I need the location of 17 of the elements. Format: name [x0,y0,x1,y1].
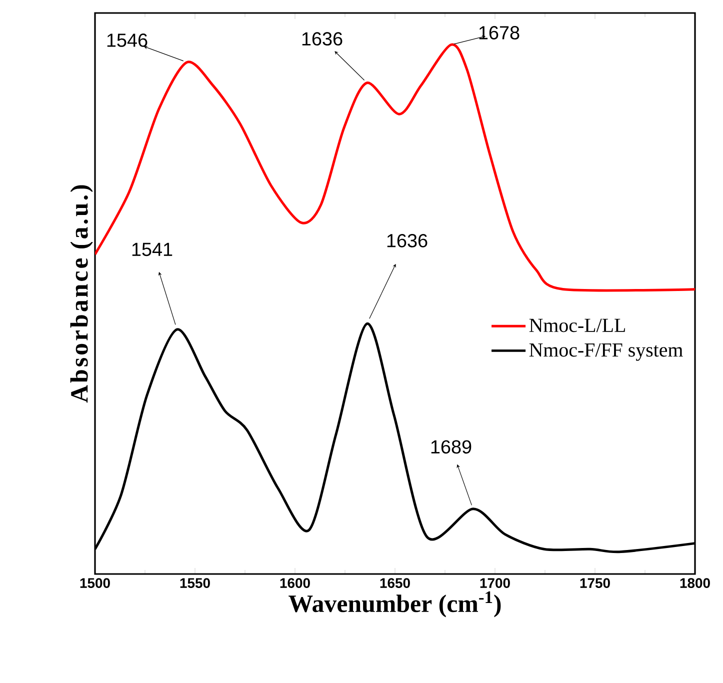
x-tick-label: 1800 [680,578,710,588]
x-tick-label: 1700 [480,578,510,588]
annotation: 1689 [431,440,472,454]
y-axis-title: Absorbance (a.u.) [70,185,93,403]
x-axis-title: Wavenumber (cm$^{-1}$) [288,591,501,618]
x-tick-label: 1500 [80,578,110,588]
legend-label: Nmoc-F/FF system [529,343,683,361]
legend-label: Nmoc-L/LL [529,318,625,332]
x-tick-label: 1550 [180,578,210,588]
x-tick-label: 1600 [280,578,310,588]
annotation: 1546 [107,34,148,47]
x-tick-label: 1650 [380,578,410,588]
annotation: 1678 [479,26,520,40]
annotation: 1636 [302,32,342,46]
annotation: 1636 [387,234,428,248]
annotation: 1541 [132,242,172,256]
x-tick-label: 1750 [580,578,610,588]
